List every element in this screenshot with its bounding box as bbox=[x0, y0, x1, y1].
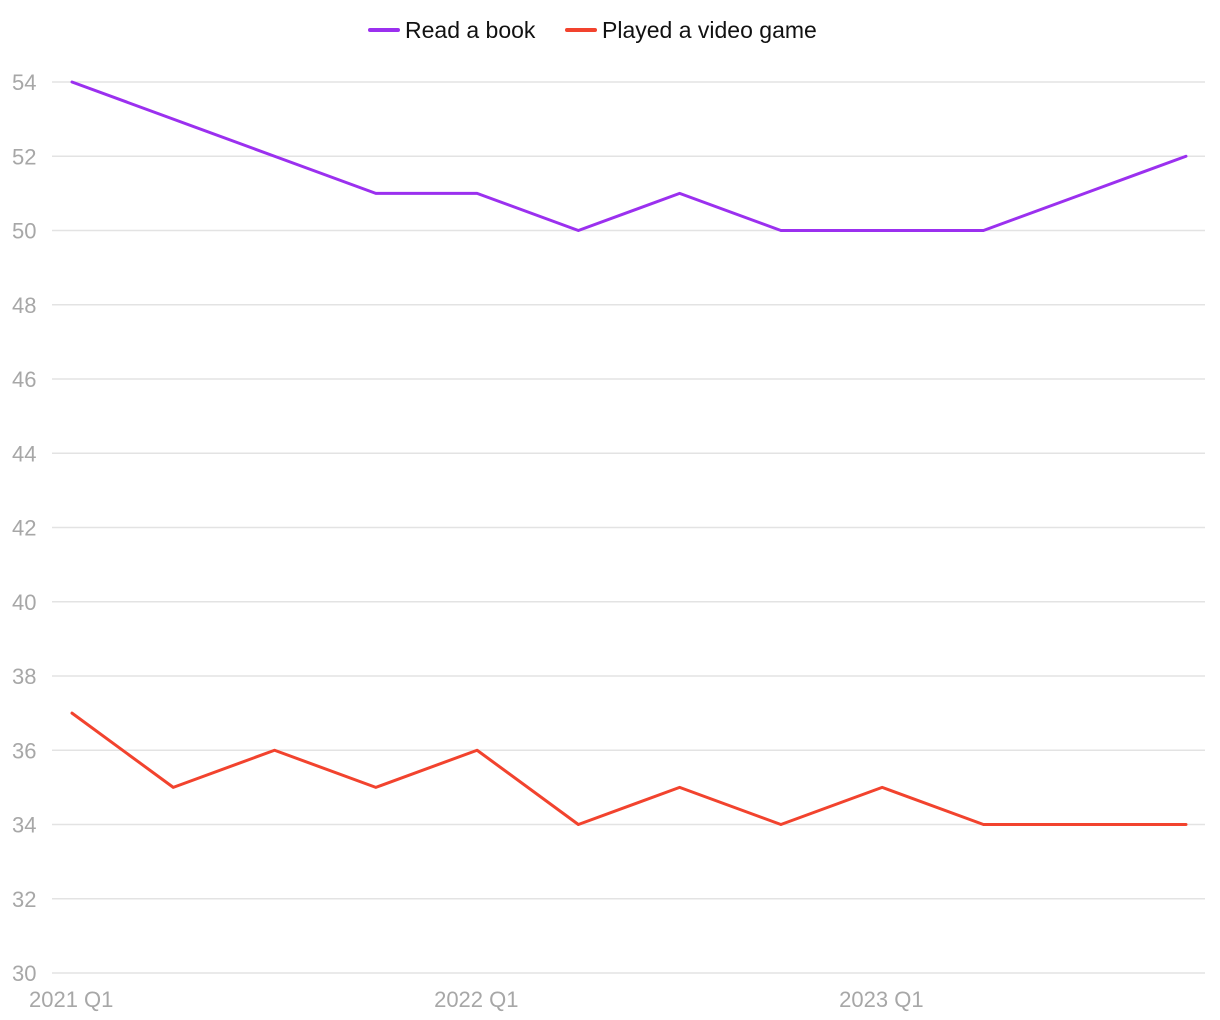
y-tick-label-52: 52 bbox=[12, 144, 36, 169]
y-axis-ticks: 30 32 34 36 38 40 42 44 46 48 50 52 54 bbox=[12, 70, 36, 986]
y-tick-label-30: 30 bbox=[12, 961, 36, 986]
series-line-played-a-video-game bbox=[70, 711, 1188, 826]
series-layer bbox=[70, 80, 1188, 826]
series-line-read-a-book bbox=[70, 80, 1188, 232]
y-tick-label-46: 46 bbox=[12, 367, 36, 392]
y-tick-label-50: 50 bbox=[12, 219, 36, 244]
x-tick-label-2023-q1: 2023 Q1 bbox=[839, 987, 923, 1012]
legend-label-read-a-book: Read a book bbox=[405, 17, 536, 43]
y-tick-label-38: 38 bbox=[12, 664, 36, 689]
legend: Read a book Played a video game bbox=[368, 17, 817, 43]
x-tick-label-2021-q1: 2021 Q1 bbox=[29, 987, 113, 1012]
y-tick-label-34: 34 bbox=[12, 813, 36, 838]
legend-item-read-a-book: Read a book bbox=[368, 17, 536, 43]
legend-item-played-a-video-game: Played a video game bbox=[565, 17, 817, 43]
y-tick-label-54: 54 bbox=[12, 70, 36, 95]
y-tick-label-44: 44 bbox=[12, 441, 36, 466]
x-tick-label-2022-q1: 2022 Q1 bbox=[434, 987, 518, 1012]
y-tick-label-36: 36 bbox=[12, 738, 36, 763]
y-tick-label-32: 32 bbox=[12, 887, 36, 912]
y-tick-label-42: 42 bbox=[12, 516, 36, 541]
x-axis-ticks: 2021 Q1 2022 Q1 2023 Q1 bbox=[29, 987, 924, 1012]
grid-layer bbox=[52, 81, 1205, 974]
y-tick-label-40: 40 bbox=[12, 590, 36, 615]
legend-label-played-a-video-game: Played a video game bbox=[602, 17, 817, 43]
y-tick-label-48: 48 bbox=[12, 293, 36, 318]
